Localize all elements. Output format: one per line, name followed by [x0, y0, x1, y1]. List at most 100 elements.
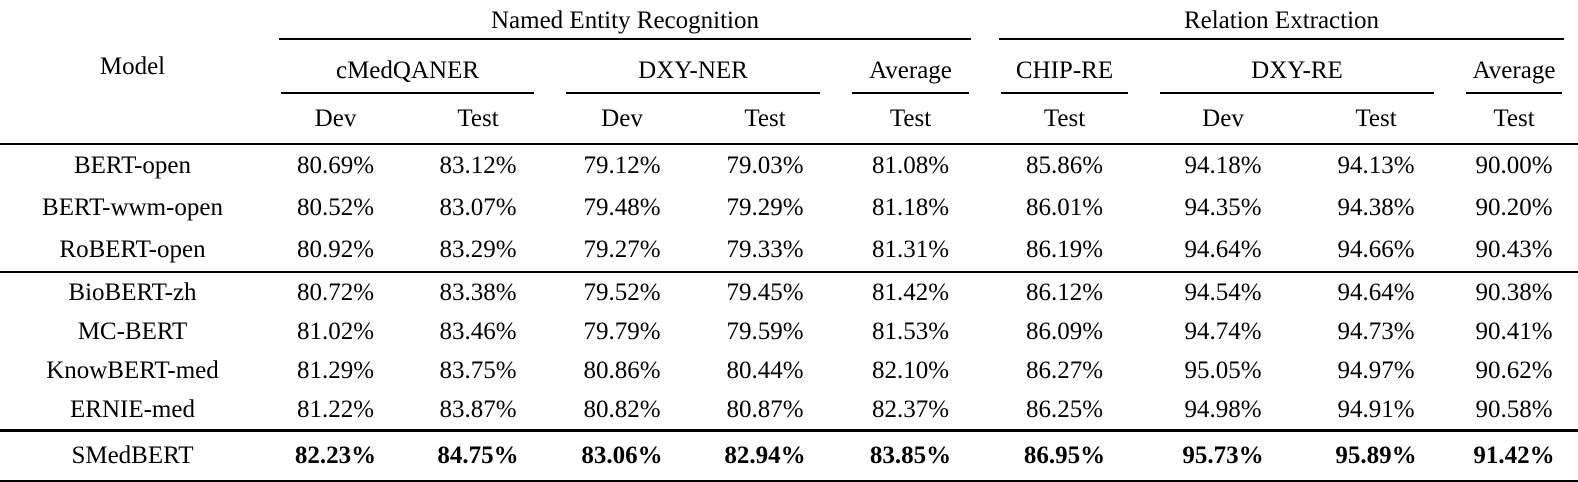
value-cell: 86.95%	[985, 430, 1144, 482]
subcol-cmedqaner-test: Test	[406, 94, 550, 145]
value-cell: 94.98%	[1144, 390, 1302, 432]
table-row: SMedBERT 82.23% 84.75% 83.06% 82.94% 83.…	[0, 430, 1578, 482]
dataset-group-dxy-re-rule: DXY-RE	[1160, 57, 1434, 94]
medical-domain-models-group: BioBERT-zh 80.72% 83.38% 79.52% 79.45% 8…	[0, 272, 1578, 432]
dataset-group-dxy-ner: DXY-NER	[550, 40, 836, 94]
table-row: RoBERT-open 80.92% 83.29% 79.27% 79.33% …	[0, 229, 1578, 273]
value-cell: 79.12%	[583, 152, 661, 179]
corner-cell	[0, 0, 265, 40]
task-group-ner-rule: Named Entity Recognition	[279, 7, 971, 40]
value-cell: 81.29%	[296, 356, 375, 384]
value-cell: 79.45%	[726, 278, 804, 306]
subcol-dxy-ner-dev: Dev	[550, 94, 694, 145]
value-cell: 86.19%	[985, 229, 1144, 273]
dataset-group-average-ner: Average	[836, 40, 985, 94]
value-cell: 79.48%	[583, 194, 661, 221]
value-cell: 94.73%	[1337, 317, 1415, 345]
subcol-average-ner-test: Test	[836, 94, 985, 145]
value-cell: 90.20%	[1475, 194, 1553, 221]
model-name-cell: SMedBERT	[0, 430, 265, 482]
value-cell: 91.42%	[1450, 430, 1578, 482]
value-cell: 86.27%	[1025, 356, 1104, 384]
value-cell: 94.54%	[1184, 278, 1262, 306]
value-cell: 94.74%	[1184, 317, 1262, 345]
split-header-empty	[0, 94, 265, 145]
dataset-group-average-ner-label: Average	[869, 57, 952, 84]
value-cell: 85.86%	[1025, 152, 1104, 179]
table-row: BioBERT-zh 80.72% 83.38% 79.52% 79.45% 8…	[0, 272, 1578, 312]
value-cell: 81.18%	[871, 194, 950, 221]
value-cell: 90.58%	[1450, 390, 1578, 432]
value-cell: 95.73%	[1144, 430, 1302, 482]
value-cell: 83.38%	[439, 278, 517, 306]
dataset-group-dxy-re-label: DXY-RE	[1251, 57, 1343, 84]
model-name-cell: BERT-wwm-open	[42, 194, 223, 221]
model-column-header: Model	[99, 53, 166, 80]
task-group-re-label: Relation Extraction	[1183, 7, 1380, 34]
value-cell: 81.22%	[265, 390, 406, 432]
dataset-group-dxy-re: DXY-RE	[1144, 40, 1450, 94]
value-cell: 83.29%	[406, 229, 550, 273]
value-cell: 94.64%	[1144, 229, 1302, 273]
dataset-group-dxy-ner-label: DXY-NER	[638, 57, 748, 84]
model-name-cell: MC-BERT	[77, 317, 188, 345]
subcol-chip-re-test: Test	[985, 94, 1144, 145]
value-cell: 80.72%	[296, 278, 375, 306]
value-cell: 79.27%	[550, 229, 694, 273]
task-group-row: Named Entity Recognition Relation Extrac…	[0, 0, 1578, 40]
value-cell: 80.82%	[550, 390, 694, 432]
value-cell: 80.92%	[265, 229, 406, 273]
dataset-group-row: Model cMedQANER DXY-NER Average	[0, 40, 1578, 94]
value-cell: 83.85%	[836, 430, 985, 482]
dataset-group-chip-re-label: CHIP-RE	[1015, 57, 1114, 84]
value-cell: 82.23%	[265, 430, 406, 482]
value-cell: 79.52%	[583, 278, 661, 306]
value-cell: 83.06%	[550, 430, 694, 482]
value-cell: 81.53%	[871, 317, 950, 345]
value-cell: 90.00%	[1475, 152, 1553, 179]
table-row: ERNIE-med 81.22% 83.87% 80.82% 80.87% 82…	[0, 390, 1578, 432]
task-group-re: Relation Extraction	[985, 0, 1578, 40]
value-cell: 94.64%	[1337, 278, 1415, 306]
value-cell: 83.12%	[439, 152, 517, 179]
value-cell: 80.87%	[694, 390, 836, 432]
value-cell: 94.13%	[1337, 152, 1415, 179]
value-cell: 79.33%	[694, 229, 836, 273]
value-cell: 94.38%	[1337, 194, 1415, 221]
model-name-cell: BERT-open	[73, 152, 192, 179]
subcol-dxy-ner-test: Test	[694, 94, 836, 145]
value-cell: 90.41%	[1475, 317, 1553, 345]
dataset-group-average-ner-rule: Average	[852, 57, 969, 94]
dataset-group-cmedqaner: cMedQANER	[265, 40, 550, 94]
value-cell: 94.97%	[1337, 356, 1415, 384]
subcol-cmedqaner-dev: Dev	[265, 94, 406, 145]
subcol-dxy-re-dev: Dev	[1144, 94, 1302, 145]
value-cell: 79.03%	[726, 152, 804, 179]
value-cell: 94.91%	[1302, 390, 1450, 432]
table-row: MC-BERT 81.02% 83.46% 79.79% 79.59% 81.5…	[0, 312, 1578, 351]
dataset-group-chip-re-rule: CHIP-RE	[1001, 57, 1128, 94]
value-cell: 94.35%	[1184, 194, 1262, 221]
dataset-group-average-re-rule: Average	[1466, 57, 1563, 94]
proposed-model-group: SMedBERT 82.23% 84.75% 83.06% 82.94% 83.…	[0, 430, 1578, 482]
dataset-group-dxy-ner-rule: DXY-NER	[566, 57, 820, 94]
value-cell: 82.94%	[694, 430, 836, 482]
value-cell: 82.10%	[871, 356, 950, 384]
value-cell: 79.79%	[583, 317, 661, 345]
value-cell: 86.12%	[1025, 278, 1104, 306]
model-name-cell: BioBERT-zh	[68, 278, 197, 306]
value-cell: 81.42%	[871, 278, 950, 306]
subcol-average-re-test: Test	[1450, 94, 1578, 145]
task-group-ner-label: Named Entity Recognition	[490, 7, 759, 34]
value-cell: 90.38%	[1475, 278, 1553, 306]
dataset-group-average-re: Average	[1450, 40, 1578, 94]
value-cell: 95.89%	[1302, 430, 1450, 482]
table-row: KnowBERT-med 81.29% 83.75% 80.86% 80.44%…	[0, 351, 1578, 390]
value-cell: 83.07%	[439, 194, 517, 221]
task-group-ner: Named Entity Recognition	[265, 0, 985, 40]
value-cell: 95.05%	[1184, 356, 1262, 384]
value-cell: 86.25%	[985, 390, 1144, 432]
value-cell: 80.52%	[296, 194, 375, 221]
